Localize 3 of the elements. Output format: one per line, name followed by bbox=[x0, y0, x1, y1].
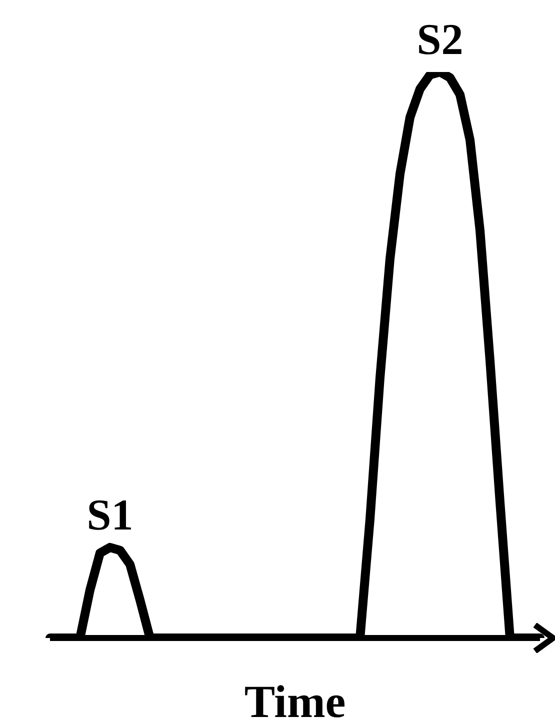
annotation: S1 bbox=[86, 490, 134, 540]
annotation: S2 bbox=[416, 15, 464, 64]
x-axis-title: Time bbox=[244, 676, 346, 721]
